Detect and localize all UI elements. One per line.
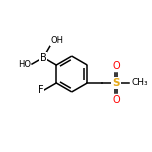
Text: O: O: [112, 95, 120, 105]
Text: F: F: [38, 85, 43, 95]
Text: HO: HO: [18, 60, 31, 69]
Text: S: S: [112, 78, 120, 88]
Text: OH: OH: [51, 36, 64, 45]
Text: B: B: [40, 53, 47, 63]
Text: O: O: [112, 61, 120, 71]
Text: CH₃: CH₃: [131, 78, 148, 87]
